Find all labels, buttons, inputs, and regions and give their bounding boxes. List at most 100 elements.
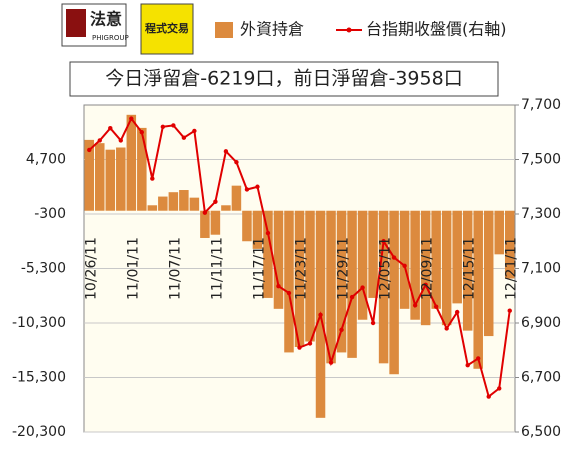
line-point xyxy=(181,135,187,140)
legend-swatch xyxy=(215,22,233,38)
title-box xyxy=(69,61,499,97)
x-tick-label: 12/15/11 xyxy=(462,237,478,300)
line-point xyxy=(328,360,334,365)
legend-label: 台指期收盤價(右軸) xyxy=(366,20,507,39)
bar xyxy=(389,210,399,375)
line-point xyxy=(370,320,376,326)
y2-tick-label: 7,500 xyxy=(521,152,561,168)
bar xyxy=(326,210,336,364)
line-point xyxy=(360,285,365,290)
bar xyxy=(126,114,137,211)
bar xyxy=(504,210,515,279)
bar xyxy=(336,210,347,353)
bar xyxy=(273,210,284,309)
line-point xyxy=(244,187,250,192)
line-point xyxy=(234,160,239,165)
bar xyxy=(242,210,252,242)
bar xyxy=(441,210,452,326)
line-point xyxy=(486,394,491,399)
y-tick-label: -10,300 xyxy=(12,315,66,331)
line-point xyxy=(286,290,292,296)
x-tick-label: 11/23/11 xyxy=(294,237,310,300)
y2-tick-label: 7,700 xyxy=(521,97,561,113)
x-tick-label: 11/17/11 xyxy=(251,237,267,300)
bar xyxy=(452,210,462,304)
line-point xyxy=(423,282,428,288)
line-point xyxy=(433,304,439,309)
line-point xyxy=(276,284,281,289)
x-tick-label: 10/26/11 xyxy=(83,237,99,300)
line-point xyxy=(87,147,92,153)
bar xyxy=(368,210,378,298)
line-point xyxy=(202,210,208,215)
bar xyxy=(210,210,221,235)
line-point xyxy=(297,345,302,350)
line-point xyxy=(465,363,470,368)
bar xyxy=(168,192,179,211)
line-point xyxy=(402,263,407,268)
bar xyxy=(420,210,431,326)
bar xyxy=(378,210,389,364)
line-point xyxy=(391,255,397,260)
logo-box-2 xyxy=(140,3,194,55)
y-tick-label: -15,300 xyxy=(12,370,66,386)
y2-tick-label: 7,100 xyxy=(521,261,561,277)
bar xyxy=(95,143,105,211)
line-point xyxy=(118,138,123,143)
logo-text: 法意 xyxy=(90,10,122,29)
line-point xyxy=(171,123,176,128)
x-tick-label: 12/05/11 xyxy=(378,237,394,300)
line-point xyxy=(476,356,481,361)
bar xyxy=(231,185,242,211)
line-point xyxy=(381,239,386,244)
x-tick-label: 11/07/11 xyxy=(167,237,183,300)
line-point xyxy=(213,199,218,204)
bar xyxy=(483,210,494,337)
y2-tick-label: 6,500 xyxy=(521,424,561,440)
bar xyxy=(252,210,263,249)
y-tick-label: -300 xyxy=(34,206,66,222)
bar xyxy=(410,210,420,320)
y2-tick-label: 6,900 xyxy=(521,315,561,331)
x-tick-label: 12/09/11 xyxy=(420,237,436,300)
legend-label: 外資持倉 xyxy=(240,20,304,39)
bar xyxy=(105,149,116,211)
bar xyxy=(305,210,315,342)
line-point xyxy=(97,138,102,143)
line-point xyxy=(444,326,449,331)
bar xyxy=(189,197,200,211)
line-point xyxy=(192,128,197,134)
bar xyxy=(462,210,473,331)
bar xyxy=(357,210,368,320)
bar xyxy=(473,210,483,369)
line-point xyxy=(318,312,323,318)
logo-subtext: PHIGROUP xyxy=(92,34,129,42)
bar xyxy=(116,147,126,211)
bar xyxy=(158,196,168,211)
line-point xyxy=(339,327,344,333)
line-point xyxy=(255,184,260,189)
bar xyxy=(431,210,441,309)
bar xyxy=(494,210,504,255)
line-point xyxy=(349,294,355,300)
x-tick-label: 11/11/11 xyxy=(209,237,225,300)
x-tick-label: 12/21/11 xyxy=(504,237,520,300)
bar xyxy=(399,210,410,309)
line-point xyxy=(150,176,155,181)
line-point xyxy=(412,303,418,308)
legend-swatch xyxy=(346,27,352,33)
line-point xyxy=(139,130,145,135)
bar xyxy=(284,210,294,353)
line-point xyxy=(454,309,460,315)
line-point xyxy=(497,386,502,391)
bar xyxy=(84,139,95,211)
line-point xyxy=(129,116,134,121)
bar xyxy=(347,210,357,358)
line-point xyxy=(307,341,313,346)
x-tick-label: 11/01/11 xyxy=(125,237,141,300)
line-point xyxy=(160,124,166,129)
bar xyxy=(294,210,305,347)
bar xyxy=(137,127,147,211)
y2-tick-label: 6,700 xyxy=(521,370,561,386)
